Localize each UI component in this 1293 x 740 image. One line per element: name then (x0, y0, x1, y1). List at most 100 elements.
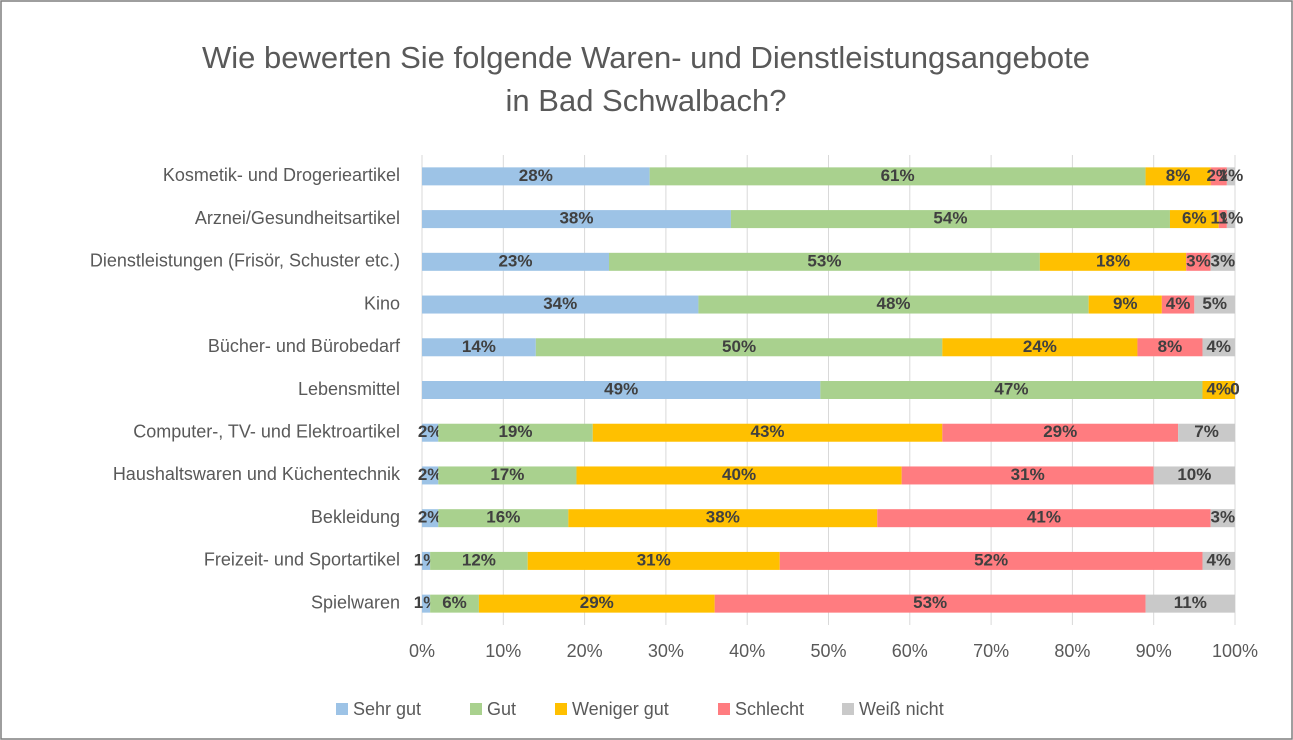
bar-segment (1210, 167, 1227, 186)
value-label: 1% (1219, 166, 1244, 185)
value-label: 8% (1166, 166, 1191, 185)
value-label: 17% (490, 465, 524, 484)
legend-label: Weniger gut (572, 699, 669, 719)
value-label: 18% (1096, 251, 1130, 270)
chart-title: in Bad Schwalbach? (506, 83, 787, 118)
bar-segment (576, 466, 902, 485)
bar-segment (1145, 594, 1235, 613)
value-label: 4% (1206, 550, 1231, 569)
bar-segment (1194, 295, 1235, 314)
x-tick-label: 20% (567, 641, 603, 661)
y-tick-label: Bücher- und Bürobedarf (208, 336, 401, 356)
y-tick-label: Lebensmittel (298, 379, 400, 399)
bar-segment (1186, 252, 1211, 271)
value-label: 3% (1211, 508, 1236, 527)
bar-segment (698, 295, 1089, 314)
value-label: 34% (543, 294, 577, 313)
x-tick-label: 100% (1212, 641, 1258, 661)
value-label: 28% (519, 166, 553, 185)
value-label: 0 (1230, 379, 1239, 398)
y-tick-label: Bekleidung (311, 507, 400, 527)
value-label: 3% (1211, 251, 1236, 270)
bar-segment (608, 252, 1040, 271)
x-tick-label: 80% (1054, 641, 1090, 661)
chart-title: Wie bewerten Sie folgende Waren- und Die… (202, 40, 1090, 75)
value-label: 4% (1166, 294, 1191, 313)
value-label: 3% (1186, 251, 1211, 270)
y-tick-label: Kosmetik- und Drogerieartikel (163, 165, 400, 185)
bar-segment (1202, 551, 1235, 570)
x-tick-label: 90% (1136, 641, 1172, 661)
bar-segment (1161, 295, 1195, 314)
legend-label: Schlecht (735, 699, 804, 719)
bar-segment (422, 594, 431, 613)
x-tick-label: 10% (485, 641, 521, 661)
y-tick-label: Kino (364, 293, 400, 313)
bar-segment (527, 551, 780, 570)
bar-segment (438, 466, 577, 485)
value-label: 47% (994, 379, 1028, 398)
value-label: 38% (706, 508, 740, 527)
value-label: 10% (1177, 465, 1211, 484)
y-tick-label: Dienstleistungen (Frisör, Schuster etc.) (90, 251, 400, 271)
bar-segment (535, 338, 943, 357)
value-label: 29% (580, 593, 614, 612)
bar-segment (478, 594, 715, 613)
bar-segment (901, 466, 1154, 485)
bar-segment (422, 466, 439, 485)
value-label: 53% (807, 251, 841, 270)
bar-segment (1210, 509, 1235, 528)
y-tick-label: Haushaltswaren und Küchentechnik (113, 464, 401, 484)
bar-segment (1218, 210, 1227, 229)
bar-segment (1145, 167, 1211, 186)
value-label: 4% (1206, 379, 1231, 398)
bar-segment (779, 551, 1203, 570)
bar-segment (1088, 295, 1162, 314)
value-label: 4% (1206, 337, 1231, 356)
bar-segment (422, 381, 821, 399)
value-label: 12% (462, 550, 496, 569)
y-tick-label: Spielwaren (311, 592, 400, 612)
bar-segment (438, 423, 593, 442)
legend-swatch (842, 703, 854, 715)
bar-segment (942, 338, 1138, 357)
bar-segment (430, 551, 528, 570)
x-tick-label: 0% (409, 641, 435, 661)
value-label: 5% (1202, 294, 1227, 313)
bar-segment (422, 167, 650, 186)
bar-segment (942, 423, 1179, 442)
value-label: 48% (877, 294, 911, 313)
bar-segment (1226, 167, 1235, 186)
bar-segment (1202, 381, 1235, 399)
value-label: 40% (722, 465, 756, 484)
bar-segment (1039, 252, 1187, 271)
value-label: 53% (913, 593, 947, 612)
value-label: 2% (418, 422, 443, 441)
bar-segment (422, 551, 431, 570)
bar-segment (1202, 338, 1235, 357)
value-label: 9% (1113, 294, 1138, 313)
value-label: 54% (933, 209, 967, 228)
value-label: 1% (1219, 209, 1244, 228)
value-label: 29% (1043, 422, 1077, 441)
legend-swatch (336, 703, 348, 715)
value-label: 6% (442, 593, 467, 612)
value-label: 6% (1182, 209, 1207, 228)
value-label: 8% (1158, 337, 1183, 356)
x-tick-label: 70% (973, 641, 1009, 661)
bar-segment (730, 210, 1170, 229)
legend-label: Weiß nicht (859, 699, 944, 719)
y-tick-label: Freizeit- und Sportartikel (204, 550, 400, 570)
bar-segment (422, 509, 439, 528)
bar-segment (1153, 466, 1235, 485)
value-label: 61% (881, 166, 915, 185)
bar-segment (422, 295, 699, 314)
legend-swatch (555, 703, 567, 715)
value-label: 0 (1230, 379, 1239, 398)
value-label: 24% (1023, 337, 1057, 356)
bar-segment (1137, 338, 1203, 357)
value-label: 38% (559, 209, 593, 228)
legend-swatch (470, 703, 482, 715)
